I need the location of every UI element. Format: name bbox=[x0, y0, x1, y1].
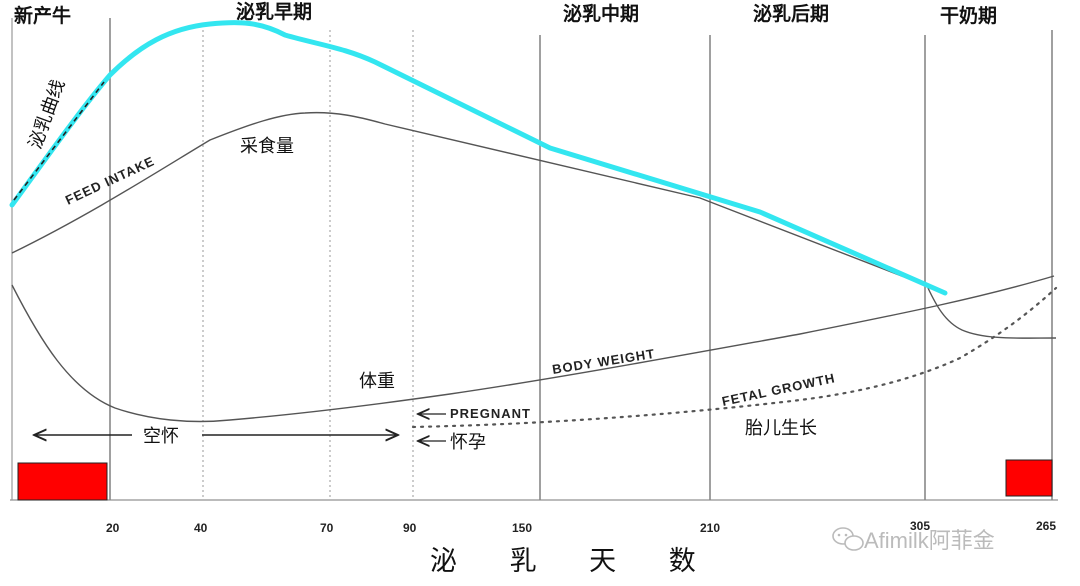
open-period-label: 空怀 bbox=[143, 426, 179, 447]
x-tick-label: 150 bbox=[512, 521, 532, 535]
pregnant-label-cn: 怀孕 bbox=[450, 432, 486, 453]
phase-grid-lines bbox=[11, 18, 1053, 500]
red-marker-left bbox=[17, 462, 108, 501]
phase-label-fresh: 新产牛 bbox=[14, 4, 71, 27]
series-label-fetal-growth-en: FETAL GROWTH bbox=[721, 370, 837, 409]
x-tick-label: 210 bbox=[700, 521, 720, 535]
series-label-body-weight-cn: 体重 bbox=[359, 371, 395, 392]
series-label-lactation: 泌乳曲线 bbox=[25, 77, 69, 152]
phase-label-dry: 干奶期 bbox=[940, 4, 997, 27]
x-tick-label: 305 bbox=[910, 519, 930, 533]
lactation-ramp-dash bbox=[13, 81, 105, 201]
series-line-fetal-growth bbox=[411, 286, 1058, 429]
watermark: Afimilk阿菲金 bbox=[832, 527, 995, 553]
series-line-dry-drop bbox=[927, 287, 1057, 339]
series-line-feed-intake bbox=[11, 111, 926, 286]
x-tick-label: 40 bbox=[194, 521, 208, 535]
series-label-body-weight-en: BODY WEIGHT bbox=[551, 346, 656, 377]
series-line-body-weight bbox=[11, 275, 1055, 423]
series-label-fetal-growth-cn: 胎儿生长 bbox=[745, 418, 817, 439]
x-tick-label: 70 bbox=[320, 521, 334, 535]
x-tick-label: 265 bbox=[1036, 519, 1056, 533]
phase-label-mid: 泌乳中期 bbox=[563, 2, 639, 25]
series-label-feed-intake-cn: 采食量 bbox=[240, 136, 294, 157]
phase-label-early: 泌乳早期 bbox=[236, 0, 312, 23]
x-tick-label: 20 bbox=[106, 521, 120, 535]
phase-label-late: 泌乳后期 bbox=[753, 2, 829, 25]
x-tick-label: 90 bbox=[403, 521, 417, 535]
red-marker-right bbox=[1005, 459, 1053, 497]
pregnant-label-en: PREGNANT bbox=[450, 406, 531, 421]
x-axis-title: 泌 乳 天 数 bbox=[430, 546, 718, 577]
wechat-icon bbox=[832, 527, 864, 551]
watermark-text: Afimilk阿菲金 bbox=[864, 528, 995, 553]
